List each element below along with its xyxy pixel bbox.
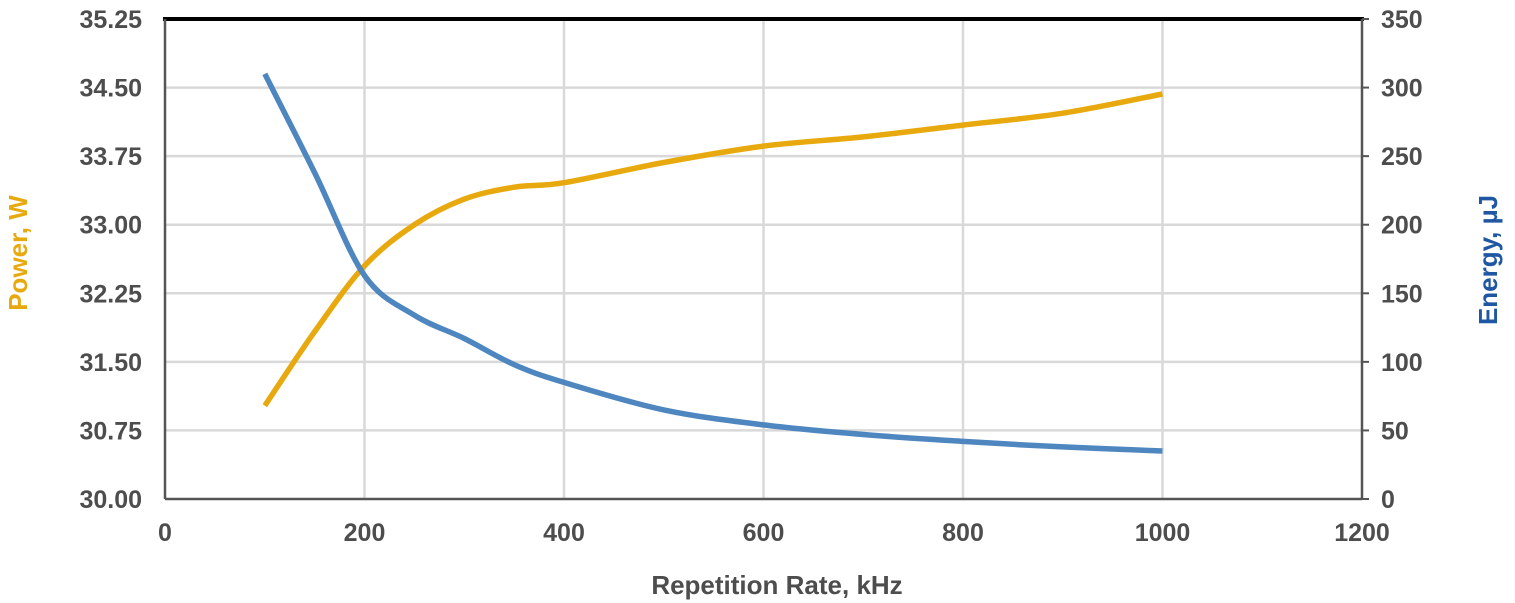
left-y-tick-label: 35.25: [79, 6, 142, 34]
x-tick-label: 200: [344, 519, 386, 547]
left-y-tick-label: 30.75: [79, 417, 142, 445]
right-y-tick-label: 50: [1381, 417, 1409, 445]
x-axis-title: Repetition Rate, kHz: [651, 570, 902, 600]
x-tick-label: 800: [942, 519, 984, 547]
x-tick-label: 1200: [1334, 519, 1390, 547]
x-axis-tick-labels: 0 200 400 600 800 1000 1200: [158, 519, 1390, 547]
series-lines: [262, 72, 1164, 454]
left-y-tick-label: 33.75: [79, 143, 142, 171]
right-axis-title: Energy, µJ: [1473, 195, 1503, 325]
right-y-tick-label: 250: [1381, 143, 1423, 171]
left-y-tick-label: 33.00: [79, 212, 142, 240]
grid-lines: [165, 19, 1362, 499]
power-series-line: [262, 91, 1164, 408]
right-axis-tick-labels: 0 50 100 150 200 250 300 350: [1381, 6, 1423, 514]
left-y-tick-label: 30.00: [79, 486, 142, 514]
x-tick-label: 400: [543, 519, 585, 547]
left-axis-tick-labels: 30.00 30.75 31.50 32.25 33.00 33.75 34.50 35.25: [79, 6, 142, 514]
right-y-tick-label: 0: [1381, 486, 1395, 514]
left-axis-title: Power, W: [3, 195, 33, 311]
energy-series-line: [262, 72, 1163, 454]
plot-frame: [163, 17, 1369, 501]
left-y-tick-label: 34.50: [79, 75, 142, 103]
left-y-tick-label: 32.25: [79, 280, 142, 308]
right-y-tick-label: 350: [1381, 6, 1423, 34]
right-y-tick-label: 100: [1381, 349, 1423, 377]
right-y-tick-label: 150: [1381, 280, 1423, 308]
x-tick-label: 0: [158, 519, 172, 547]
right-y-tick-label: 200: [1381, 212, 1423, 240]
left-y-tick-label: 31.50: [79, 349, 142, 377]
x-tick-label: 1000: [1135, 519, 1191, 547]
x-tick-label: 600: [743, 519, 785, 547]
right-y-tick-label: 300: [1381, 75, 1423, 103]
